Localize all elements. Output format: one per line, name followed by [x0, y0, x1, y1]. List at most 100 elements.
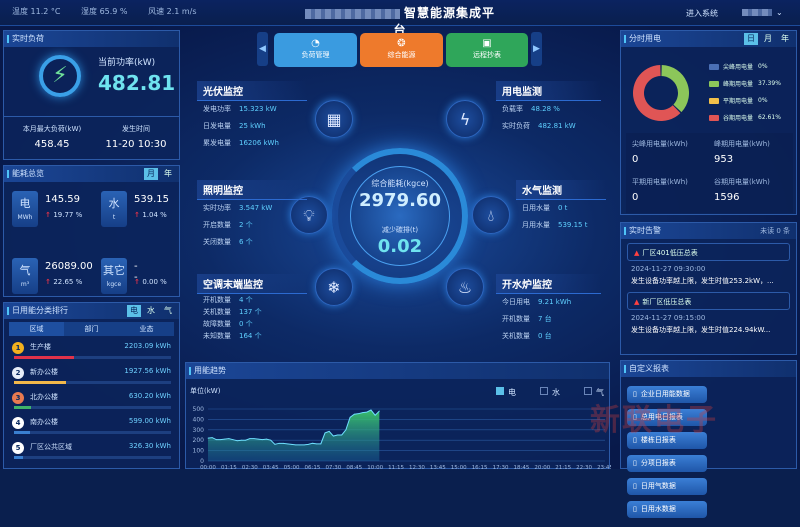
ranking-row[interactable]: 5 厂区公共区域 326.30 kWh	[10, 439, 173, 464]
load-management-button[interactable]: ◔ 负荷管理	[274, 33, 357, 67]
ranking-row[interactable]: 3 北办公楼 630.20 kWh	[10, 389, 173, 414]
alarm-time: 2024-11-27 09:15:00	[631, 314, 706, 322]
ranking-bar-track	[14, 381, 171, 384]
x-tick-label: 10:00	[367, 465, 383, 470]
change-text: 1.04 %	[142, 211, 167, 219]
metric-row: 开启数量 2 个	[197, 217, 307, 234]
data-point	[353, 413, 355, 415]
lighting-monitor-section: 照明监控 实时功率 3.547 kW 开启数量 2 个关闭数量 6 个	[197, 180, 307, 251]
data-point	[291, 443, 292, 445]
time-of-use-panel: 分时用电 日月年 尖峰用电量 0% 峰期用电量 37.39% 平期用电量 0% 谷期用电量 6…	[620, 30, 797, 215]
section-title: 用电监测	[496, 81, 601, 101]
ranking-row[interactable]: 1 生产楼 2203.09 kWh	[10, 339, 173, 364]
alarm-time: 2024-11-27 09:30:00	[631, 265, 706, 273]
report-button[interactable]: ▯ 总用电日报表	[627, 409, 707, 426]
report-button[interactable]: ▯ 楼栋日报表	[627, 432, 707, 449]
ranking-row[interactable]: 4 南办公楼 599.00 kWh	[10, 414, 173, 439]
chevron-down-icon: ⌄	[776, 8, 783, 17]
warning-icon: ▲	[634, 298, 640, 306]
energy-type: 水	[108, 197, 120, 210]
lightning-icon: ϟ	[446, 100, 484, 138]
legend-percent: 37.39%	[758, 80, 781, 87]
total-energy-label: 综合能耗(kgce)	[371, 179, 429, 188]
y-tick-label: 200	[193, 437, 205, 444]
ranking-bar	[14, 381, 67, 384]
stat-value: 0	[632, 192, 639, 203]
carbon-reduction-value: 0.02	[377, 236, 423, 257]
data-point	[374, 414, 376, 416]
ranking-bar-track	[14, 431, 171, 434]
report-button[interactable]: ▯ 企业日用能数据	[627, 386, 707, 403]
x-tick-label: 03:45	[263, 465, 279, 470]
integrated-energy-button[interactable]: ❂ 综合能源	[360, 33, 443, 67]
pv-monitor-section: 光伏监控 发电功率 15.323 kW 日发电量 25 kWh 累发电量 16206 kWh	[197, 81, 307, 152]
tab-area[interactable]: 区域	[9, 322, 64, 336]
metric-value: 7 台	[538, 315, 552, 323]
tab-month[interactable]: 月	[144, 168, 158, 180]
tab-year[interactable]: 年	[164, 169, 172, 178]
data-point	[312, 442, 313, 444]
legend-item: 尖峰用电量 0%	[709, 62, 781, 71]
legend-gas[interactable]: 气	[584, 387, 604, 398]
ranking-row[interactable]: 2 新办公楼 1927.56 kWh	[10, 364, 173, 389]
report-button[interactable]: ▯ 分项日报表	[627, 455, 707, 472]
nav-prev-button[interactable]: ◀	[257, 32, 268, 66]
tou-stat: 尖峰用电量(kWh) 0	[632, 139, 688, 165]
metric-row: 实时负荷 482.81 kW	[496, 118, 601, 135]
legend-water[interactable]: 水	[540, 387, 560, 398]
tab-day[interactable]: 日	[744, 33, 758, 45]
energy-value: 539.15	[134, 194, 169, 205]
enter-system-link[interactable]: 进入系统	[686, 9, 718, 18]
total-energy-value: 2979.60	[359, 190, 441, 211]
data-point	[362, 412, 364, 414]
panel-header: 分时用电 日月年	[621, 31, 796, 47]
ranking-bar-track	[14, 406, 171, 409]
realtime-load-panel: 实时负荷 ⚡ 当前功率(kW) 482.81 本月最大负荷(kW) 458.45…	[3, 30, 180, 160]
report-button[interactable]: ▯ 日用气数据	[627, 478, 707, 495]
tab-month[interactable]: 月	[764, 34, 772, 43]
data-point	[378, 410, 380, 412]
metric-value: 0 台	[538, 332, 552, 340]
metric-label: 月用水量	[522, 221, 550, 229]
user-menu[interactable]: ⌄	[742, 8, 783, 17]
occur-time-label: 发生时间	[122, 125, 150, 133]
y-axis-label: 单位(kW)	[190, 387, 221, 395]
metric-row: 累发电量 16206 kWh	[197, 135, 307, 152]
metric-label: 开机数量	[203, 296, 231, 304]
metric-value: 0 t	[558, 204, 568, 212]
tab-department[interactable]: 部门	[84, 325, 99, 333]
type-electric[interactable]: 电	[127, 305, 141, 317]
y-tick-label: 500	[193, 406, 205, 413]
type-gas[interactable]: 气	[164, 306, 172, 315]
meter-icon: ▣	[482, 38, 492, 49]
energy-type-card: 其它 kgce	[101, 258, 127, 294]
metric-label: 实时负荷	[502, 122, 530, 130]
alarm-item[interactable]: ▲ 新厂区低压总表	[627, 292, 790, 310]
x-tick-label: 06:15	[305, 465, 321, 470]
max-load-value: 458.45	[34, 139, 70, 150]
section-title: 空调末端监控	[197, 274, 307, 294]
legend-label: 水	[552, 388, 560, 397]
remote-meter-button[interactable]: ▣ 远程抄表	[446, 33, 528, 67]
data-point	[232, 439, 234, 441]
nav-next-button[interactable]: ▶	[531, 32, 542, 66]
type-water[interactable]: 水	[147, 306, 155, 315]
tab-year[interactable]: 年	[781, 34, 789, 43]
stat-value: 0	[632, 154, 639, 165]
legend-electric[interactable]: 电	[496, 387, 516, 398]
report-label: 日用气数据	[640, 482, 676, 490]
button-label: 负荷管理	[301, 51, 330, 59]
legend-item: 平期用电量 0%	[709, 96, 781, 105]
energy-value: 26089.00	[45, 261, 93, 272]
alarm-item[interactable]: ▲ 厂区401低压总表	[627, 243, 790, 261]
document-icon: ▯	[633, 482, 637, 490]
report-button[interactable]: ▯ 日用水数据	[627, 501, 707, 518]
metric-row: 开机数量 4 个	[197, 294, 307, 306]
metric-label: 关闭数量	[203, 238, 231, 246]
arrow-up-icon: ↑	[45, 278, 54, 286]
x-tick-label: 00:00	[200, 465, 216, 470]
tou-stats: 尖峰用电量(kWh) 0 峰期用电量(kWh) 953 平期用电量(kWh) 0 谷期用电量…	[626, 133, 793, 213]
tab-business[interactable]: 业态	[139, 325, 154, 333]
legend-percent: 0%	[758, 63, 768, 70]
section-title: 照明监控	[197, 180, 307, 200]
